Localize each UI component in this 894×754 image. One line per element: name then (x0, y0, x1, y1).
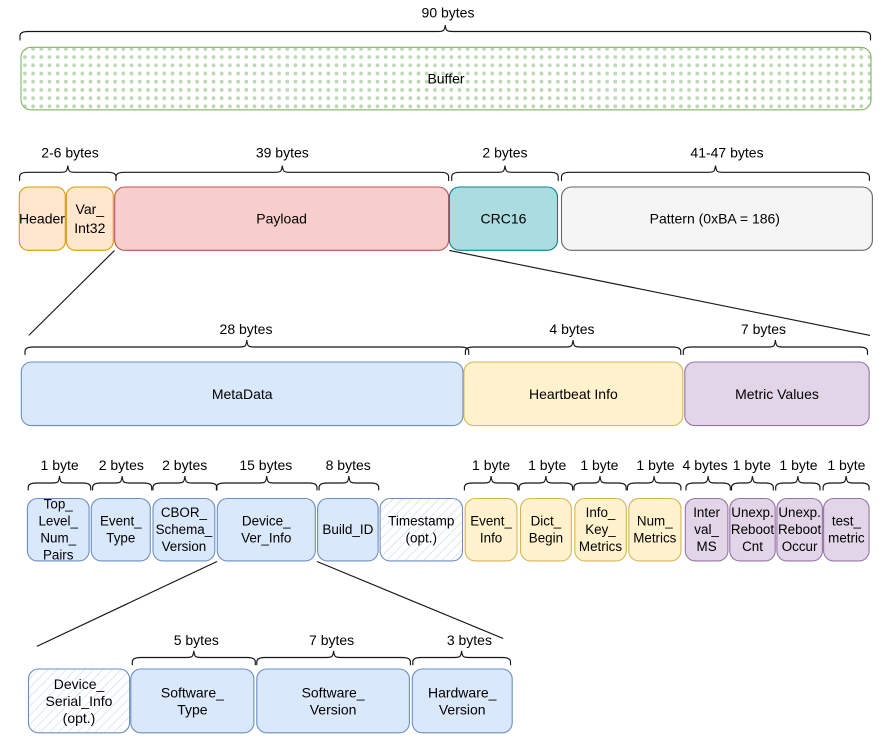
svg-text:Num_: Num_ (40, 531, 76, 546)
svg-text:1 byte: 1 byte (779, 457, 817, 473)
svg-text:1 byte: 1 byte (580, 457, 618, 473)
svg-text:Int32: Int32 (74, 220, 105, 236)
svg-text:Top_: Top_ (44, 497, 74, 512)
svg-text:Version: Version (439, 702, 486, 718)
svg-text:5 bytes: 5 bytes (174, 632, 219, 648)
svg-text:Occur: Occur (782, 539, 818, 554)
svg-text:Level_: Level_ (38, 514, 78, 529)
svg-text:Version: Version (310, 702, 357, 718)
svg-text:Serial_Info: Serial_Info (46, 693, 113, 709)
svg-text:Begin: Begin (529, 531, 563, 546)
svg-text:Event_: Event_ (470, 514, 512, 529)
svg-text:Info_: Info_ (586, 505, 616, 520)
svg-text:2 bytes: 2 bytes (482, 145, 527, 161)
svg-text:Reboot: Reboot (778, 522, 821, 537)
svg-text:Heartbeat Info: Heartbeat Info (529, 386, 618, 402)
svg-text:Buffer: Buffer (427, 71, 464, 87)
svg-text:1 byte: 1 byte (41, 457, 79, 473)
svg-text:val_: val_ (694, 522, 719, 537)
svg-text:Cnt: Cnt (742, 539, 763, 554)
svg-text:Timestamp: Timestamp (388, 514, 454, 529)
svg-text:Build_ID: Build_ID (322, 522, 373, 537)
svg-text:7 bytes: 7 bytes (741, 321, 786, 337)
svg-text:Software_: Software_ (161, 685, 224, 701)
svg-text:Unexp.: Unexp. (778, 505, 820, 520)
svg-text:Num_: Num_ (637, 514, 673, 529)
svg-text:Dict_: Dict_ (531, 514, 562, 529)
svg-text:Ver_Info: Ver_Info (241, 531, 291, 546)
svg-text:Metrics: Metrics (633, 531, 676, 546)
svg-text:Type: Type (106, 531, 135, 546)
svg-text:test_: test_ (832, 514, 862, 529)
svg-text:CRC16: CRC16 (481, 211, 527, 227)
svg-text:MetaData: MetaData (212, 386, 273, 402)
svg-text:Schema_: Schema_ (156, 522, 213, 537)
svg-text:Metrics: Metrics (579, 539, 622, 554)
svg-text:Device_: Device_ (54, 676, 105, 692)
svg-text:7 bytes: 7 bytes (309, 632, 354, 648)
svg-text:(opt.): (opt.) (63, 710, 96, 726)
svg-text:Software_: Software_ (302, 685, 365, 701)
svg-text:2-6 bytes: 2-6 bytes (41, 145, 99, 161)
svg-text:1 byte: 1 byte (528, 457, 566, 473)
svg-text:1 byte: 1 byte (733, 457, 771, 473)
svg-text:39 bytes: 39 bytes (256, 145, 309, 161)
svg-text:1 byte: 1 byte (472, 457, 510, 473)
svg-text:metric: metric (828, 531, 865, 546)
svg-text:Version: Version (162, 539, 207, 554)
svg-text:(opt.): (opt.) (406, 531, 438, 546)
svg-text:2 bytes: 2 bytes (99, 457, 144, 473)
svg-text:4 bytes: 4 bytes (549, 321, 594, 337)
svg-text:28 bytes: 28 bytes (220, 321, 273, 337)
svg-text:Reboot: Reboot (731, 522, 774, 537)
svg-text:Var_: Var_ (76, 201, 105, 217)
svg-text:1 byte: 1 byte (636, 457, 674, 473)
svg-text:Metric Values: Metric Values (735, 386, 819, 402)
svg-text:Payload: Payload (256, 211, 307, 227)
svg-text:Event_: Event_ (100, 514, 142, 529)
svg-text:CBOR_: CBOR_ (161, 505, 208, 520)
svg-text:4 bytes: 4 bytes (683, 457, 728, 473)
svg-text:Pattern (0xBA = 186): Pattern (0xBA = 186) (650, 211, 780, 227)
svg-text:Type: Type (177, 702, 208, 718)
svg-text:MS: MS (697, 539, 717, 554)
svg-text:Device_: Device_ (242, 514, 291, 529)
svg-text:8 bytes: 8 bytes (326, 457, 371, 473)
svg-text:Unexp.: Unexp. (731, 505, 773, 520)
svg-text:15 bytes: 15 bytes (239, 457, 292, 473)
svg-text:Header: Header (19, 211, 65, 227)
svg-text:Info: Info (480, 531, 502, 546)
svg-text:Pairs: Pairs (43, 548, 74, 563)
svg-text:1 byte: 1 byte (827, 457, 865, 473)
svg-text:Hardware_: Hardware_ (428, 685, 497, 701)
svg-text:90 bytes: 90 bytes (422, 5, 475, 21)
svg-text:41-47 bytes: 41-47 bytes (690, 145, 763, 161)
svg-text:3 bytes: 3 bytes (447, 632, 492, 648)
svg-text:Inter: Inter (693, 505, 720, 520)
svg-text:2 bytes: 2 bytes (162, 457, 207, 473)
svg-text:Key_: Key_ (585, 522, 616, 537)
